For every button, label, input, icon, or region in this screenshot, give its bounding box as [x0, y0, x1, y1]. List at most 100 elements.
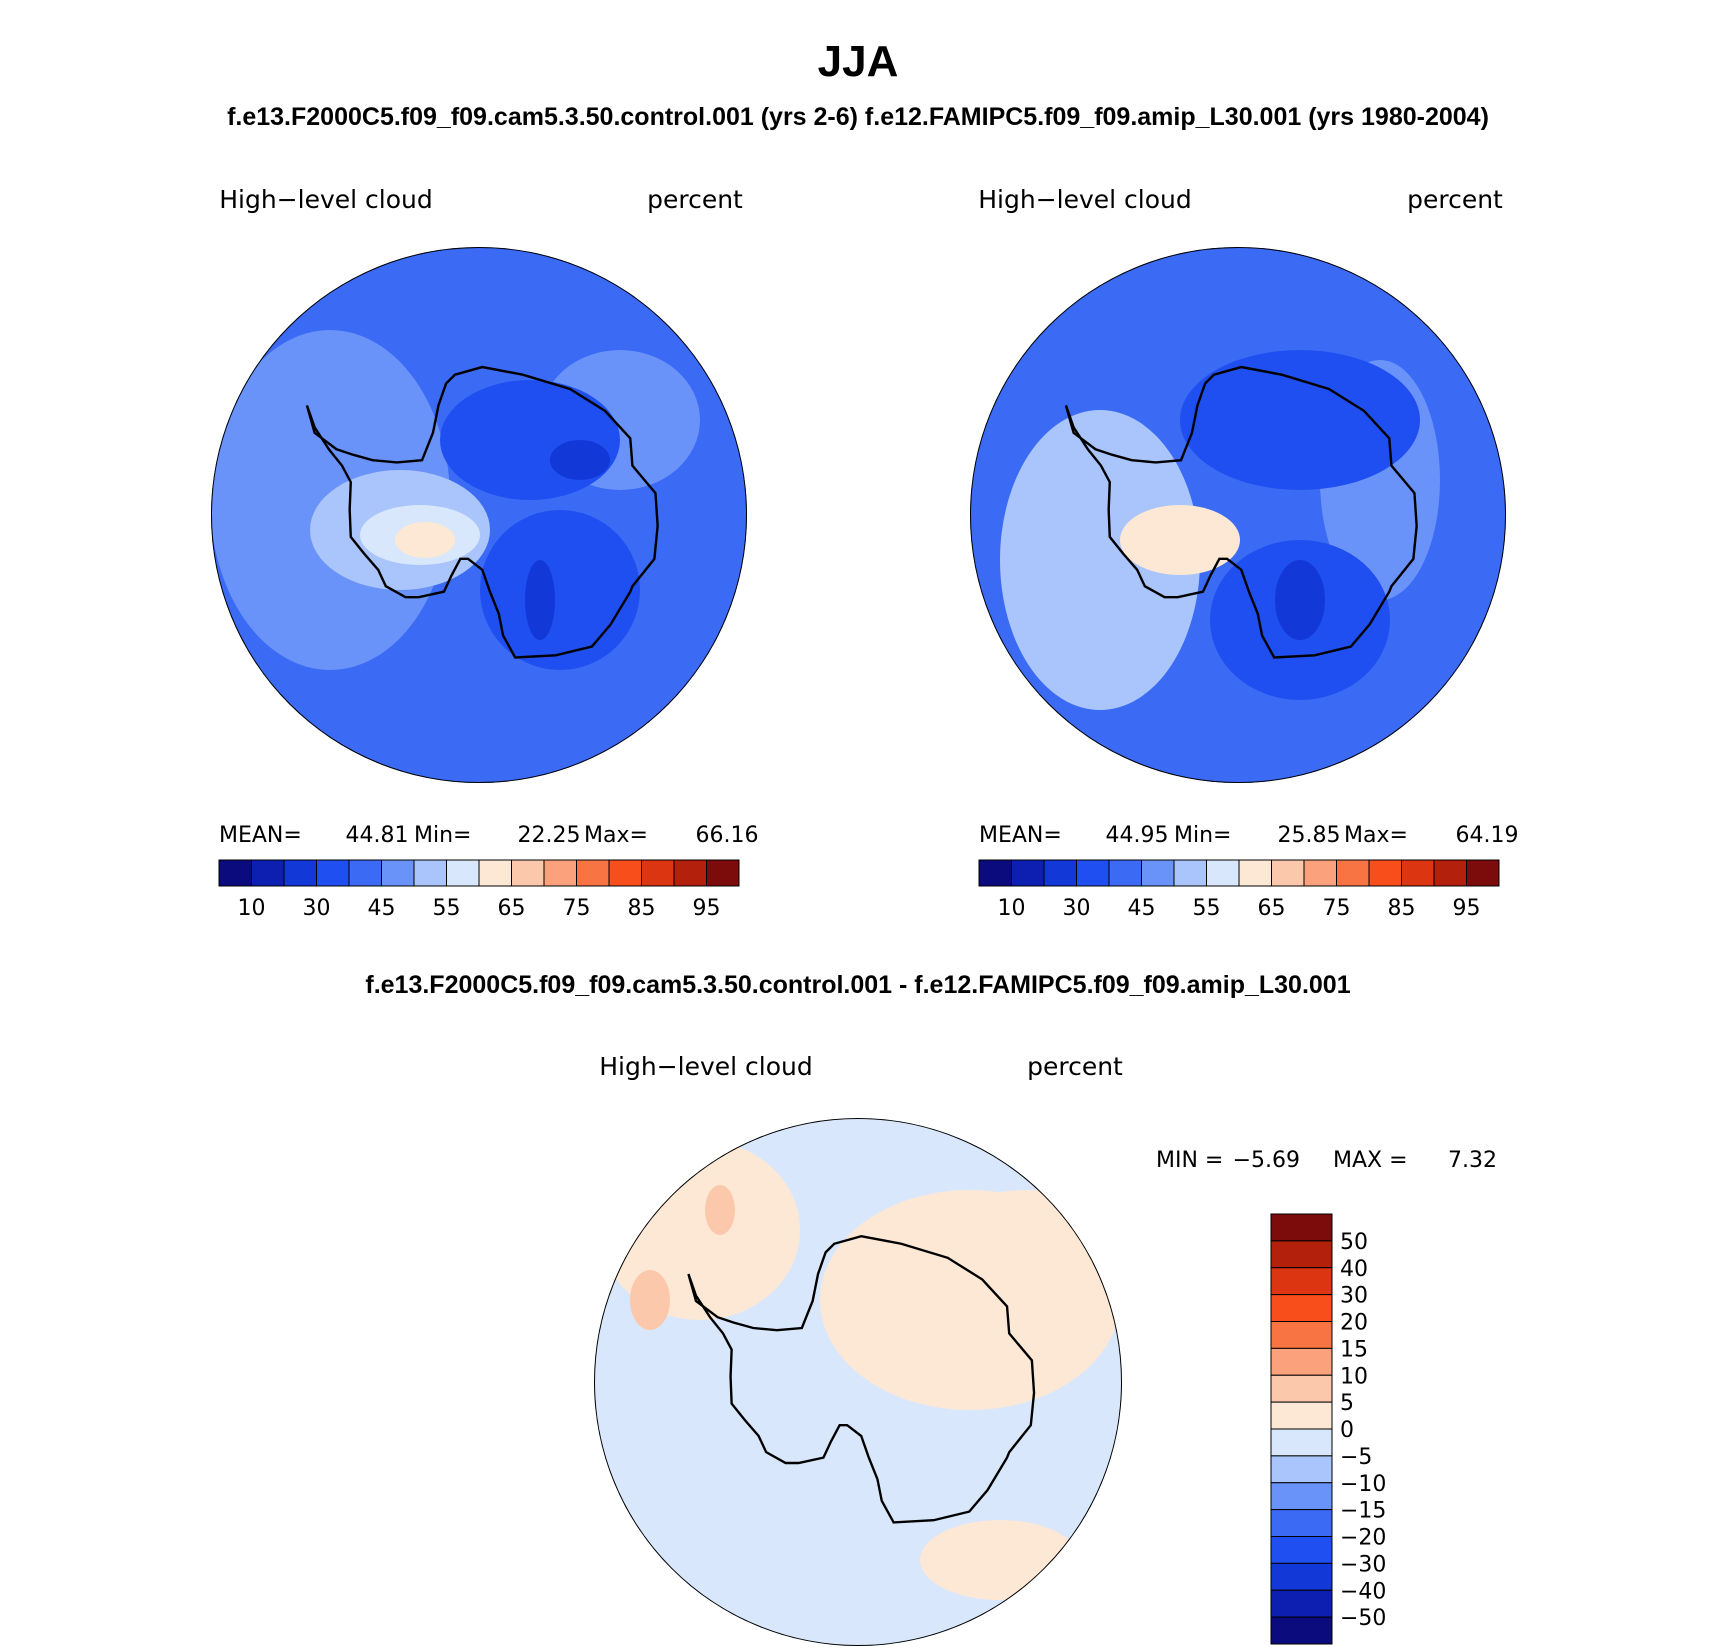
- colorbar-box: [1270, 1267, 1333, 1296]
- colorbar-box: [1270, 1374, 1333, 1403]
- stat: MEAN=: [979, 823, 1062, 848]
- colorbar-box: [1401, 859, 1435, 887]
- stat: MAX =: [1333, 1148, 1408, 1173]
- colorbar-box: [1368, 859, 1402, 887]
- colorbar-box: [478, 859, 512, 887]
- colorbar-box: [1270, 1589, 1333, 1618]
- colorbar-label: 45: [368, 896, 396, 921]
- colorbar-box: [1173, 859, 1207, 887]
- stat: Min=: [1174, 823, 1231, 848]
- panel-units: percent: [1407, 185, 1503, 214]
- colorbar-box: [1108, 859, 1142, 887]
- panel-units: percent: [1027, 1052, 1123, 1081]
- colorbar-box: [608, 859, 642, 887]
- colorbar-box: [1011, 859, 1045, 887]
- colorbar-box: [978, 859, 1012, 887]
- colorbar-box: [1270, 1616, 1333, 1645]
- colorbar-box: [511, 859, 545, 887]
- colorbar-box: [1466, 859, 1500, 887]
- map: [211, 247, 747, 783]
- panel-label: High−level cloud: [219, 185, 433, 214]
- stat: 22.25: [518, 823, 581, 848]
- colorbar-label: 55: [433, 896, 461, 921]
- colorbar-label: 65: [1258, 896, 1286, 921]
- colorbar-label: 75: [563, 896, 591, 921]
- panel-units: percent: [647, 185, 743, 214]
- map: [594, 1118, 1122, 1646]
- colorbar-label: 5: [1340, 1391, 1354, 1416]
- colorbar-label: 10: [998, 896, 1026, 921]
- colorbar-box: [1076, 859, 1110, 887]
- colorbar-box: [218, 859, 252, 887]
- colorbar-box: [1141, 859, 1175, 887]
- colorbar-box: [413, 859, 447, 887]
- colorbar-label: 75: [1323, 896, 1351, 921]
- colorbar-label: −15: [1340, 1499, 1386, 1524]
- colorbar-box: [381, 859, 415, 887]
- panel-label: High−level cloud: [978, 185, 1192, 214]
- stat: Max=: [584, 823, 648, 848]
- stat: 44.95: [1106, 823, 1169, 848]
- stat: 64.19: [1456, 823, 1519, 848]
- colorbar-label: −10: [1340, 1472, 1386, 1497]
- colorbar-box: [1270, 1509, 1333, 1537]
- colorbar-box: [1270, 1428, 1333, 1457]
- colorbar-box: [1271, 859, 1305, 887]
- colorbar-box: [1270, 1455, 1333, 1484]
- title: JJA: [818, 37, 899, 86]
- colorbar-label: 10: [238, 896, 266, 921]
- colorbar-box: [1433, 859, 1467, 887]
- colorbar-box: [446, 859, 480, 887]
- colorbar-box: [1336, 859, 1370, 887]
- stat: MIN =: [1156, 1148, 1223, 1173]
- colorbar-label: −30: [1340, 1552, 1386, 1577]
- colorbar-label: 85: [1388, 896, 1416, 921]
- colorbar-box: [251, 859, 285, 887]
- stat: −5.69: [1233, 1148, 1300, 1173]
- colorbar-label: 95: [693, 896, 721, 921]
- colorbar-box: [673, 859, 707, 887]
- stat: 44.81: [346, 823, 409, 848]
- colorbar-label: 95: [1453, 896, 1481, 921]
- colorbar-label: 40: [1340, 1257, 1368, 1282]
- stat: 25.85: [1278, 823, 1341, 848]
- colorbar-box: [1270, 1562, 1333, 1591]
- colorbar-box: [641, 859, 675, 887]
- colorbar-box: [348, 859, 382, 887]
- colorbar-box: [1303, 859, 1337, 887]
- subtitle: f.e13.F2000C5.f09_f09.cam5.3.50.control.…: [227, 103, 1489, 131]
- colorbar-label: 30: [1063, 896, 1091, 921]
- colorbar-box: [1043, 859, 1077, 887]
- stat: 66.16: [696, 823, 759, 848]
- stat: Max=: [1344, 823, 1408, 848]
- map: [970, 247, 1506, 783]
- colorbar-box: [316, 859, 350, 887]
- colorbar-box: [1270, 1401, 1333, 1430]
- colorbar-label: −20: [1340, 1526, 1386, 1551]
- colorbar-box: [543, 859, 577, 887]
- colorbar-box: [283, 859, 317, 887]
- colorbar-label: 15: [1340, 1337, 1368, 1362]
- colorbar-box: [1238, 859, 1272, 887]
- colorbar-box: [1206, 859, 1240, 887]
- colorbar-label: 85: [628, 896, 656, 921]
- colorbar-label: −5: [1340, 1445, 1372, 1470]
- colorbar-label: 30: [303, 896, 331, 921]
- colorbar-label: 50: [1340, 1230, 1368, 1255]
- colorbar-box: [1270, 1294, 1333, 1322]
- colorbar-box: [706, 859, 740, 887]
- colorbar-label: −40: [1340, 1579, 1386, 1604]
- colorbar-label: 45: [1128, 896, 1156, 921]
- colorbar-box: [1270, 1347, 1333, 1376]
- colorbar-box: [1270, 1482, 1333, 1511]
- colorbar-label: −50: [1340, 1606, 1386, 1631]
- colorbar-label: 30: [1340, 1284, 1368, 1309]
- colorbar-label: 55: [1193, 896, 1221, 921]
- colorbar-label: 65: [498, 896, 526, 921]
- colorbar-label: 20: [1340, 1311, 1368, 1336]
- colorbar-box: [1270, 1536, 1333, 1564]
- colorbar-label: 0: [1340, 1418, 1354, 1443]
- colorbar-box: [1270, 1240, 1333, 1269]
- colorbar-label: 10: [1340, 1364, 1368, 1389]
